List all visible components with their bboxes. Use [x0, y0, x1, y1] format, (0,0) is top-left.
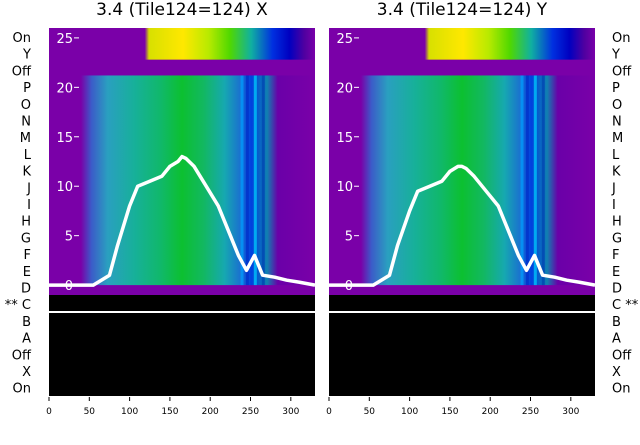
row-label: On: [612, 31, 630, 46]
lower-black-region: [49, 295, 315, 396]
row-label: N: [21, 115, 31, 130]
heatmap-streak: [240, 75, 244, 286]
row-label: On: [13, 31, 31, 46]
row-label: B: [612, 315, 621, 330]
row-label: D: [612, 282, 622, 297]
x-tick-label: 200: [482, 407, 499, 417]
x-tick-label: 0: [46, 407, 52, 417]
series-line: [329, 164, 596, 287]
x-tick-label: 250: [522, 407, 539, 417]
row-label: D: [21, 282, 31, 297]
row-label: A: [612, 332, 621, 347]
x-tick-label: 300: [562, 407, 579, 417]
heatmap-streak: [541, 75, 545, 286]
row-label: On: [612, 382, 630, 397]
chart-title-right: 3.4 (Tile124=124) Y: [376, 0, 548, 20]
y-tick-label: 5: [345, 230, 353, 245]
row-label: L: [612, 148, 620, 163]
row-label: Y: [611, 48, 620, 63]
row-label: E: [612, 265, 620, 280]
heatmap-top-band: [102, 28, 315, 60]
heatmap-streak: [261, 75, 265, 286]
y-tick-label: 15: [56, 131, 73, 146]
y-tick-label: 20: [56, 81, 73, 96]
row-label: H: [21, 215, 31, 230]
x-tick-label: 0: [326, 407, 332, 417]
row-label: A: [22, 332, 31, 347]
row-label: O: [21, 98, 31, 113]
row-label: K: [612, 165, 621, 180]
row-label: I: [612, 198, 616, 213]
row-label: F: [612, 248, 619, 263]
heatmap-streak: [253, 75, 257, 286]
row-label: Y: [22, 48, 31, 63]
row-label: M: [20, 131, 31, 146]
heatmap-spectrum-band: [329, 75, 595, 286]
row-label: J: [26, 181, 31, 196]
row-label: O: [612, 98, 622, 113]
heatmap-spectrum-band: [49, 75, 315, 286]
y-tick-label: 15: [336, 131, 353, 146]
x-tick-label: 50: [84, 407, 96, 417]
row-label: E: [23, 265, 31, 280]
row-label: N: [612, 115, 622, 130]
heatmap-streak: [533, 75, 537, 286]
row-label: Off: [12, 64, 32, 79]
row-label: ** C: [5, 298, 31, 313]
y-tick-label: 25: [336, 32, 353, 47]
row-label: On: [13, 382, 31, 397]
row-label: L: [24, 148, 32, 163]
row-label: Off: [612, 348, 632, 363]
row-label: Off: [612, 64, 632, 79]
y-tick-label: 10: [336, 180, 353, 195]
row-label: G: [21, 231, 31, 246]
x-tick-label: 250: [242, 407, 259, 417]
row-label: J: [611, 181, 616, 196]
row-label: Off: [12, 348, 32, 363]
y-tick-label: 20: [336, 81, 353, 96]
chart-title-left: 3.4 (Tile124=124) X: [96, 0, 268, 20]
row-label: F: [24, 248, 31, 263]
x-tick-label: 300: [282, 407, 299, 417]
row-label: C **: [612, 298, 639, 313]
row-label: G: [612, 231, 622, 246]
y-tick-label: 0: [345, 279, 353, 294]
heatmap-streak: [520, 75, 524, 286]
x-tick-label: 200: [202, 407, 219, 417]
row-label: M: [612, 131, 623, 146]
row-label: P: [612, 81, 620, 96]
row-label: X: [612, 365, 621, 380]
y-tick-label: 0: [65, 279, 73, 294]
x-tick-label: 100: [121, 407, 138, 417]
x-tick-label: 150: [161, 407, 178, 417]
x-tick-label: 150: [441, 407, 458, 417]
row-label: P: [23, 81, 31, 96]
heatmap-top-band: [382, 28, 595, 60]
x-tick-label: 50: [364, 407, 376, 417]
y-tick-label: 10: [56, 180, 73, 195]
x-tick-label: 100: [401, 407, 418, 417]
series-line: [49, 154, 316, 287]
row-label: X: [22, 365, 31, 380]
row-label: I: [27, 198, 31, 213]
lower-black-region: [329, 295, 595, 396]
y-tick-label: 25: [56, 32, 73, 47]
row-label: H: [612, 215, 622, 230]
y-tick-label: 5: [65, 230, 73, 245]
heatmap-streak: [525, 75, 529, 286]
row-label: K: [22, 165, 31, 180]
row-label: B: [22, 315, 31, 330]
heatmap-streak: [245, 75, 249, 286]
